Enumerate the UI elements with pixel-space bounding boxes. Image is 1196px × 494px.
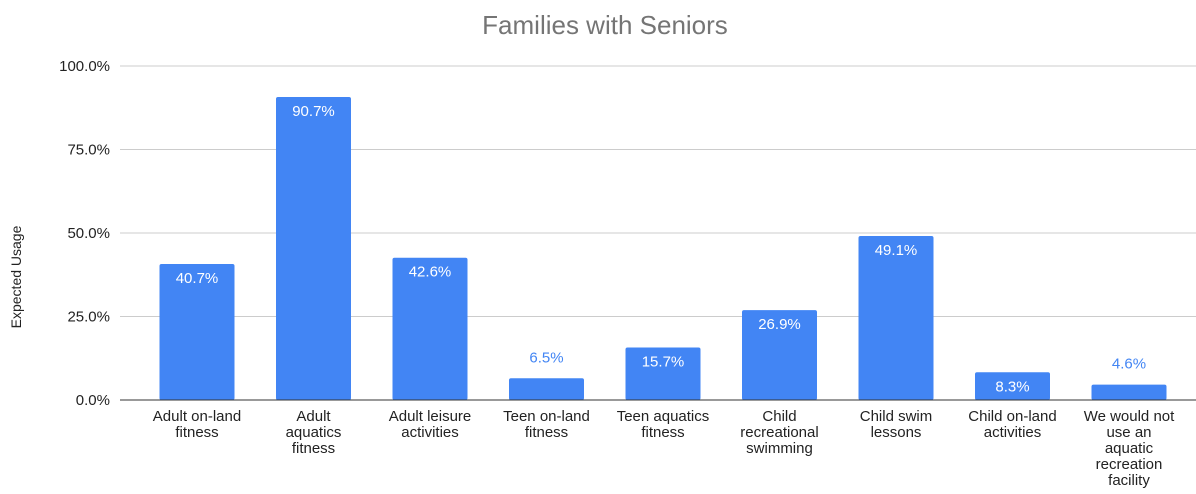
x-category-label: Teen on-land fitness: [503, 408, 590, 441]
x-category-label: We would not use an aquatic recreation facil…: [1084, 408, 1175, 489]
y-axis-ticks: 0.0% 25.0% 50.0% 75.0% 100.0%: [59, 58, 110, 409]
y-tick-label: 0.0%: [76, 392, 110, 409]
x-category-label: Adult leisure activities: [389, 408, 472, 441]
bar: [1091, 384, 1167, 400]
category-labels: Adult on-land fitness Adult aquatics fitness…: [153, 408, 1175, 489]
data-label: 8.3%: [995, 378, 1029, 395]
data-label: 6.5%: [529, 349, 563, 366]
bar: [742, 310, 817, 400]
data-label: 42.6%: [409, 264, 452, 281]
bar: [392, 257, 468, 400]
bar: [159, 264, 235, 400]
x-category-label: Child on-land activities: [968, 408, 1056, 441]
x-category-label: Teen aquatics fitness: [617, 408, 710, 441]
y-tick-label: 100.0%: [59, 58, 110, 75]
data-label: 26.9%: [758, 316, 801, 333]
x-category-label: Child swim lessons: [860, 408, 933, 441]
x-category-label: Adult on-land fitness: [153, 408, 241, 441]
data-label: 49.1%: [875, 242, 918, 259]
data-label: 4.6%: [1112, 356, 1146, 373]
bar: [625, 347, 701, 400]
data-labels: 40.7% 90.7% 42.6% 6.5% 15.7% 26.9% 49.1% 8.3% 4.…: [176, 103, 1146, 395]
bars: [159, 97, 1167, 400]
data-label: 15.7%: [642, 354, 685, 371]
y-tick-label: 25.0%: [67, 309, 110, 326]
x-category-label: Child recreational swimming: [740, 408, 818, 457]
bar: [858, 236, 934, 400]
chart-title: Families with Seniors: [482, 10, 728, 40]
x-category-label: Adult aquatics fitness: [286, 408, 342, 457]
y-tick-label: 75.0%: [67, 142, 110, 159]
data-label: 40.7%: [176, 270, 219, 287]
bar: [509, 378, 584, 400]
y-tick-label: 50.0%: [67, 225, 110, 242]
bar: [975, 372, 1050, 400]
data-label: 90.7%: [292, 103, 335, 120]
y-axis-label: Expected Usage: [8, 225, 24, 328]
bar: [276, 97, 351, 400]
